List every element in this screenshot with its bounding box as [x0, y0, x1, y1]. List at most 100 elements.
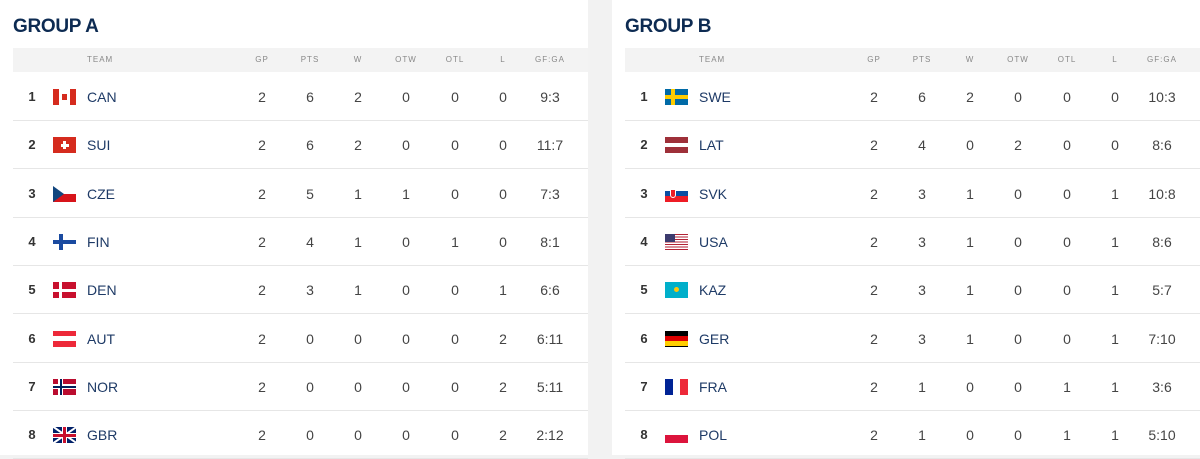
stat-l: 0 [1111, 89, 1119, 105]
table-row[interactable]: 3 SVK 2 3 1 0 0 1 10:8 [625, 170, 1200, 218]
team-name[interactable]: SUI [87, 137, 111, 154]
stat-w: 1 [966, 233, 974, 250]
stat-gfga: 7:3 [540, 185, 560, 202]
stat-w: 1 [354, 233, 362, 250]
stat-otw: 0 [402, 137, 410, 154]
team-name[interactable]: AUT [87, 330, 115, 347]
team-name[interactable]: CAN [87, 89, 117, 105]
table-row[interactable]: 1 CAN 2 6 2 0 0 0 9:3 [13, 73, 588, 121]
stat-gfga: 6:11 [536, 330, 564, 347]
stat-otl: 0 [451, 137, 459, 154]
stat-l: 1 [1111, 233, 1119, 250]
table-row[interactable]: 5 KAZ 2 3 1 0 0 1 5:7 [625, 266, 1200, 315]
stat-otl: 0 [451, 282, 459, 299]
stat-otw: 0 [402, 282, 410, 299]
column-header-otl: OTL [1057, 55, 1077, 64]
stat-otw: 0 [402, 378, 410, 395]
table-row[interactable]: 3 CZE 2 5 1 1 0 0 7:3 [13, 170, 588, 218]
team-name[interactable]: FRA [699, 378, 727, 395]
rank: 4 [640, 233, 648, 249]
poland-flag-icon [665, 427, 688, 444]
stat-otl: 1 [451, 233, 459, 250]
stat-otl: 0 [451, 185, 459, 202]
stat-pts: 0 [306, 427, 314, 444]
rank: 1 [28, 89, 36, 104]
stat-gfga: 5:11 [536, 378, 564, 395]
stat-w: 0 [354, 378, 362, 395]
table-row[interactable]: 8 GBR 2 0 0 0 0 2 2:12 [13, 411, 588, 459]
stat-gfga: 7:10 [1148, 330, 1176, 347]
table-row[interactable]: 7 NOR 2 0 0 0 0 2 5:11 [13, 363, 588, 411]
stat-pts: 6 [306, 89, 314, 105]
column-header-pts: PTS [300, 55, 320, 64]
team-name[interactable]: GBR [87, 427, 118, 444]
stat-l: 1 [1111, 378, 1119, 395]
team-name[interactable]: DEN [87, 282, 117, 299]
team-name[interactable]: USA [699, 233, 728, 250]
table-row[interactable]: 4 FIN 2 4 1 0 1 0 8:1 [13, 218, 588, 266]
stat-l: 1 [1111, 330, 1119, 347]
group-title: GROUP A [13, 16, 99, 37]
team-name[interactable]: LAT [699, 137, 724, 154]
stat-gfga: 5:10 [1148, 427, 1176, 444]
team-name[interactable]: SWE [699, 89, 731, 105]
stat-gp: 2 [258, 330, 266, 347]
stat-otl: 0 [451, 378, 459, 395]
stat-otw: 0 [1014, 233, 1022, 250]
stat-gfga: 10:8 [1148, 185, 1176, 202]
table-row[interactable]: 2 SUI 2 6 2 0 0 0 11:7 [13, 121, 588, 170]
stat-w: 1 [354, 185, 362, 202]
stat-l: 2 [499, 378, 507, 395]
stat-gfga: 2:12 [536, 427, 564, 444]
team-name[interactable]: NOR [87, 378, 119, 395]
stat-gp: 2 [258, 137, 266, 154]
rank: 6 [28, 330, 36, 346]
team-name[interactable]: CZE [87, 185, 115, 202]
stat-w: 0 [354, 427, 362, 444]
stat-otl: 1 [1063, 378, 1071, 395]
stat-l: 2 [499, 330, 507, 347]
latvia-flag-icon [665, 137, 688, 154]
stat-otw: 0 [1014, 185, 1022, 202]
stat-gfga: 8:6 [1152, 233, 1172, 250]
stat-pts: 3 [306, 282, 314, 299]
usa-flag-icon [665, 233, 688, 250]
stat-l: 0 [499, 233, 507, 250]
stat-gp: 2 [870, 233, 878, 250]
stat-gp: 2 [870, 378, 878, 395]
stat-w: 2 [354, 137, 362, 154]
stat-w: 1 [966, 282, 974, 299]
stat-otl: 1 [1063, 427, 1071, 444]
group-a-panel: GROUP A TEAM GP PTS W OTW OTL L GF:GA 1 CAN 2 6 2 0 0 0 9… [0, 0, 588, 459]
table-row[interactable]: 5 DEN 2 3 1 0 0 1 6:6 [13, 266, 588, 315]
rank: 2 [640, 137, 648, 153]
column-header-otw: OTW [1007, 55, 1029, 64]
stat-gp: 2 [870, 89, 878, 105]
table-row[interactable]: 6 AUT 2 0 0 0 0 2 6:11 [13, 315, 588, 363]
stat-pts: 4 [918, 137, 926, 154]
team-name[interactable]: POL [699, 427, 728, 444]
table-row[interactable]: 2 LAT 2 4 0 2 0 0 8:6 [625, 121, 1200, 170]
rank: 5 [640, 282, 648, 298]
table-row[interactable]: 1 SWE 2 6 2 0 0 0 10:3 [625, 73, 1200, 121]
team-name[interactable]: SVK [699, 185, 728, 202]
team-name[interactable]: FIN [87, 233, 110, 250]
table-header: TEAM GP PTS W OTW OTL L GF:GA [625, 48, 1200, 72]
table-row[interactable]: 8 POL 2 1 0 0 1 1 5:10 [625, 411, 1200, 459]
table-row[interactable]: 4 USA 2 3 1 0 0 1 8:6 [625, 218, 1200, 266]
stat-gp: 2 [870, 330, 878, 347]
table-row[interactable]: 6 GER 2 3 1 0 0 1 7:10 [625, 315, 1200, 363]
stat-l: 1 [1111, 185, 1119, 202]
stat-l: 2 [499, 427, 507, 444]
table-row[interactable]: 7 FRA 2 1 0 0 1 1 3:6 [625, 363, 1200, 411]
stat-l: 1 [1111, 282, 1119, 299]
team-name[interactable]: GER [699, 330, 730, 347]
column-header-otw: OTW [395, 55, 417, 64]
team-name[interactable]: KAZ [699, 282, 727, 299]
stat-otl: 0 [451, 330, 459, 347]
column-header-otl: OTL [445, 55, 465, 64]
stat-w: 2 [354, 89, 362, 105]
stat-gfga: 3:6 [1152, 378, 1172, 395]
stat-pts: 6 [306, 137, 314, 154]
rank: 4 [28, 233, 36, 249]
